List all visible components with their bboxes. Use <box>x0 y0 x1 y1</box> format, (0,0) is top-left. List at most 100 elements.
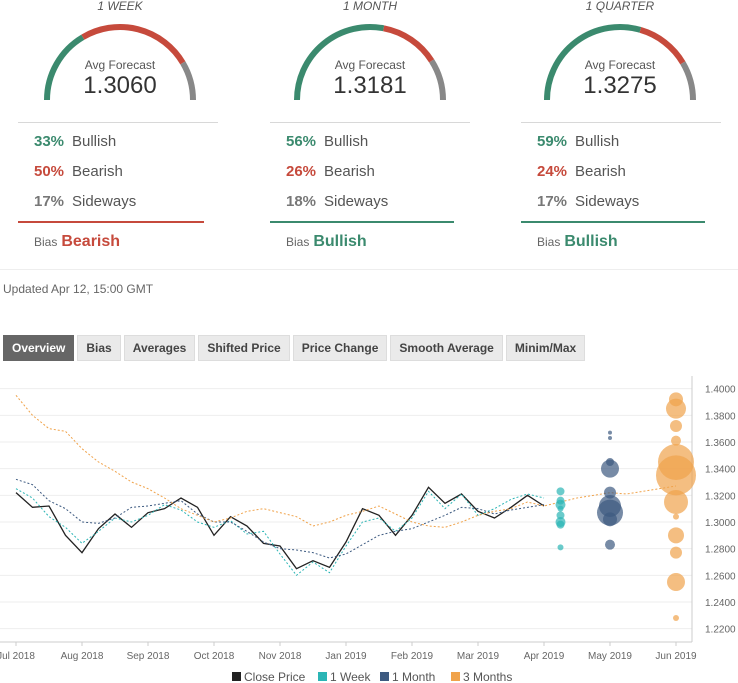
legend-swatch <box>451 672 460 681</box>
legend-swatch <box>232 672 241 681</box>
sideways-row: 17% Sideways <box>18 183 218 213</box>
period-label: 1 QUARTER <box>585 0 655 13</box>
y-tick-label: 1.2800 <box>705 545 736 556</box>
bearish-row: 50% Bearish <box>18 153 218 183</box>
sentiment-stats: 56% Bullish 26% Bearish 18% Sideways Bias Bulli… <box>270 122 470 251</box>
forecast-point <box>666 398 686 419</box>
y-tick-label: 1.3000 <box>705 518 736 529</box>
gauge-bearish-arc <box>639 27 686 65</box>
avg-forecast-title: Avg Forecast <box>334 58 406 72</box>
bullish-percent: 56% <box>286 133 317 150</box>
bearish-percent: 50% <box>34 163 65 180</box>
legend-label: 3 Months <box>463 670 512 683</box>
sideways-percent: 17% <box>537 193 568 210</box>
series-line-1-week <box>15 488 545 577</box>
series-line-3-months <box>15 395 677 528</box>
legend-swatch <box>318 672 327 681</box>
avg-forecast-title: Avg Forecast <box>84 58 156 72</box>
chart-tabs: Overview Bias Averages Shifted Price Price C… <box>3 335 588 361</box>
y-tick-label: 1.3400 <box>705 465 736 476</box>
bearish-percent: 24% <box>537 163 568 180</box>
forecast-point <box>667 573 685 591</box>
forecast-chart: 1.4000 1.3800 1.3600 1.3400 1.3200 1.3000 1.28… <box>0 376 736 683</box>
tab-price-change[interactable]: Price Change <box>292 335 388 361</box>
bias-value: Bullish <box>564 233 618 250</box>
legend-label: 1 Month <box>392 670 435 683</box>
bearish-row: 24% Bearish <box>521 153 721 183</box>
tab-minim-max[interactable]: Minim/Max <box>505 335 586 361</box>
bullish-percent: 59% <box>537 133 568 150</box>
forecast-point <box>664 490 688 514</box>
x-tick-label: Feb 2019 <box>391 651 434 662</box>
tab-bias[interactable]: Bias <box>77 335 121 361</box>
forecast-point <box>670 420 682 432</box>
tab-smooth-average[interactable]: Smooth Average <box>390 335 503 361</box>
x-tick-label: Apr 2019 <box>524 651 565 662</box>
bias-row: Bias Bullish <box>270 233 470 251</box>
avg-forecast-value: 1.3181 <box>333 72 407 99</box>
bullish-label: Bullish <box>575 133 620 150</box>
bias-value: Bullish <box>313 233 367 250</box>
bearish-percent: 26% <box>286 163 317 180</box>
avg-forecast-value: 1.3275 <box>583 72 657 99</box>
period-label: 1 WEEK <box>97 0 143 13</box>
sideways-label: Sideways <box>72 193 137 210</box>
y-tick-label: 1.2400 <box>705 598 736 609</box>
sentiment-stats: 59% Bullish 24% Bearish 17% Sideways Bias Bulli… <box>521 122 721 251</box>
bias-divider <box>18 221 204 223</box>
gauge-bearish-arc <box>383 25 435 63</box>
bearish-row: 26% Bearish <box>270 153 470 183</box>
forecast-point <box>656 455 696 496</box>
forecast-point <box>673 513 679 520</box>
tab-overview[interactable]: Overview <box>3 335 75 361</box>
gauge-sideways-arc <box>429 59 446 101</box>
forecast-point <box>605 539 615 550</box>
forecast-gauge <box>294 24 446 101</box>
forecast-point <box>556 511 565 520</box>
forecast-gauge <box>44 24 196 101</box>
sideways-label: Sideways <box>324 193 389 210</box>
legend-label: Close Price <box>244 670 306 683</box>
forecast-point <box>608 436 612 440</box>
y-tick-label: 1.2200 <box>705 625 736 636</box>
y-tick-label: 1.3600 <box>705 438 736 449</box>
period-label: 1 MONTH <box>343 0 397 13</box>
x-tick-label: Oct 2018 <box>194 651 235 662</box>
avg-forecast-value: 1.3060 <box>83 72 157 99</box>
bullish-label: Bullish <box>324 133 369 150</box>
gauge-sideways-arc <box>180 61 196 101</box>
avg-forecast-title: Avg Forecast <box>584 58 656 72</box>
gauge-bullish-arc <box>44 34 85 101</box>
sentiment-stats: 33% Bullish 50% Bearish 17% Sideways Bias Beari… <box>18 122 218 251</box>
x-tick-label: Jul 2018 <box>0 651 35 662</box>
bearish-label: Bearish <box>324 163 375 180</box>
forecast-point <box>556 520 565 529</box>
tab-averages[interactable]: Averages <box>123 335 196 361</box>
x-tick-label: Mar 2019 <box>457 651 500 662</box>
bias-divider <box>521 221 705 223</box>
forecast-point <box>603 512 617 527</box>
bias-row: Bias Bearish <box>18 233 218 251</box>
x-tick-label: Jan 2019 <box>325 651 367 662</box>
forecast-point <box>557 505 564 512</box>
sideways-percent: 18% <box>286 193 317 210</box>
bias-value: Bearish <box>61 233 121 250</box>
bias-row: Bias Bullish <box>521 233 721 251</box>
bullish-row: 33% Bullish <box>18 123 218 153</box>
x-tick-label: Aug 2018 <box>61 651 104 662</box>
x-tick-label: May 2019 <box>588 651 632 662</box>
tab-shifted-price[interactable]: Shifted Price <box>198 335 290 361</box>
section-divider <box>0 269 738 270</box>
forecast-point <box>668 527 684 544</box>
forecast-point <box>608 430 612 435</box>
gauge-bullish-arc <box>544 24 642 101</box>
gauge-bullish-arc <box>294 24 385 101</box>
bias-divider <box>270 221 454 223</box>
forecast-point <box>601 459 619 478</box>
legend-swatch <box>380 672 389 681</box>
bullish-row: 56% Bullish <box>270 123 470 153</box>
bias-label: Bias <box>286 235 310 249</box>
series-line-close-price <box>15 486 545 570</box>
sideways-row: 18% Sideways <box>270 183 470 213</box>
bullish-label: Bullish <box>72 133 117 150</box>
